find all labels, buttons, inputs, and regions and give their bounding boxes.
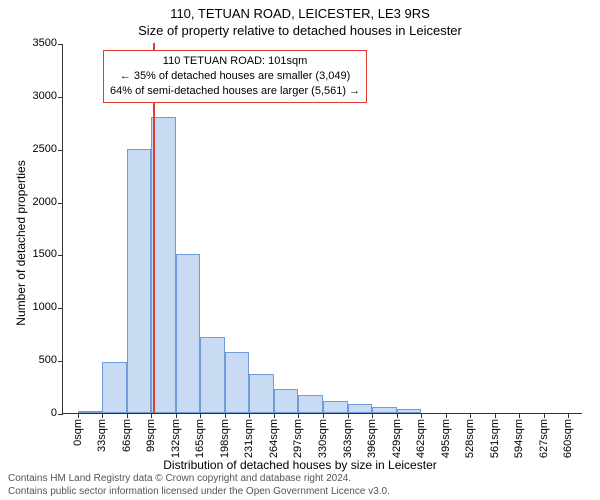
histogram-bar (323, 401, 348, 413)
x-tick-mark (470, 413, 471, 418)
y-tick-mark (58, 308, 63, 309)
x-tick-label: 165sqm (194, 419, 206, 458)
x-tick-mark (249, 413, 250, 418)
y-tick-mark (58, 150, 63, 151)
chart-container: 110, TETUAN ROAD, LEICESTER, LE3 9RS Siz… (0, 0, 600, 500)
x-tick-mark (348, 413, 349, 418)
x-axis-label: Distribution of detached houses by size … (0, 458, 600, 472)
x-tick-mark (421, 413, 422, 418)
histogram-bar (151, 117, 176, 413)
x-tick-mark (151, 413, 152, 418)
x-tick-mark (298, 413, 299, 418)
chart-title-block: 110, TETUAN ROAD, LEICESTER, LE3 9RS Siz… (0, 0, 600, 40)
x-tick-label: 231sqm (243, 419, 255, 458)
x-tick-label: 627sqm (538, 419, 550, 458)
x-tick-label: 297sqm (292, 419, 304, 458)
x-tick-label: 495sqm (440, 419, 452, 458)
x-tick-mark (225, 413, 226, 418)
x-tick-mark (274, 413, 275, 418)
x-tick-mark (176, 413, 177, 418)
histogram-bar (397, 409, 422, 413)
x-tick-mark (568, 413, 569, 418)
y-tick-label: 0 (51, 407, 57, 419)
chart-title-line2: Size of property relative to detached ho… (0, 23, 600, 40)
x-tick-label: 396sqm (366, 419, 378, 458)
x-tick-label: 66sqm (121, 419, 133, 452)
y-tick-label: 2500 (33, 143, 57, 155)
y-tick-label: 1000 (33, 301, 57, 313)
x-tick-mark (127, 413, 128, 418)
x-tick-label: 264sqm (268, 419, 280, 458)
y-axis-label-wrap: Number of detached properties (14, 78, 28, 243)
x-tick-label: 660sqm (562, 419, 574, 458)
x-tick-label: 462sqm (415, 419, 427, 458)
y-tick-mark (58, 361, 63, 362)
x-tick-label: 99sqm (145, 419, 157, 452)
x-tick-mark (446, 413, 447, 418)
histogram-bar (78, 411, 103, 413)
annotation-line-2: ← 35% of detached houses are smaller (3,… (110, 69, 360, 84)
histogram-bar (372, 407, 397, 413)
footer-line-1: Contains HM Land Registry data © Crown c… (8, 473, 390, 486)
footer-line-2: Contains public sector information licen… (8, 486, 390, 499)
x-tick-label: 330sqm (317, 419, 329, 458)
x-tick-label: 33sqm (96, 419, 108, 452)
x-tick-label: 363sqm (342, 419, 354, 458)
annotation-line-1: 110 TETUAN ROAD: 101sqm (110, 54, 360, 69)
histogram-bar (127, 149, 152, 413)
x-tick-label: 528sqm (464, 419, 476, 458)
histogram-bar (274, 389, 299, 413)
footer-attribution: Contains HM Land Registry data © Crown c… (8, 473, 390, 498)
y-tick-mark (58, 97, 63, 98)
plot-outer: 05001000150020002500300035000sqm33sqm66s… (62, 44, 582, 414)
annotation-box: 110 TETUAN ROAD: 101sqm ← 35% of detache… (103, 50, 367, 103)
x-tick-label: 429sqm (391, 419, 403, 458)
x-tick-mark (519, 413, 520, 418)
y-tick-mark (58, 255, 63, 256)
x-tick-mark (102, 413, 103, 418)
y-tick-mark (58, 414, 63, 415)
histogram-bar (176, 254, 201, 413)
y-tick-label: 3500 (33, 37, 57, 49)
histogram-bar (200, 337, 225, 413)
x-tick-mark (495, 413, 496, 418)
histogram-bar (225, 352, 250, 413)
x-tick-label: 594sqm (513, 419, 525, 458)
x-tick-mark (397, 413, 398, 418)
x-tick-label: 0sqm (72, 419, 84, 446)
x-tick-mark (200, 413, 201, 418)
y-tick-label: 500 (39, 354, 57, 366)
y-tick-label: 2000 (33, 196, 57, 208)
annotation-line-3: 64% of semi-detached houses are larger (… (110, 84, 360, 99)
histogram-bar (348, 404, 373, 414)
x-tick-label: 561sqm (489, 419, 501, 458)
x-tick-mark (544, 413, 545, 418)
chart-title-line1: 110, TETUAN ROAD, LEICESTER, LE3 9RS (0, 6, 600, 23)
histogram-bar (298, 395, 323, 413)
x-tick-mark (372, 413, 373, 418)
histogram-bar (102, 362, 127, 413)
y-axis-label: Number of detached properties (14, 160, 28, 325)
x-tick-mark (323, 413, 324, 418)
y-tick-label: 3000 (33, 90, 57, 102)
y-tick-mark (58, 203, 63, 204)
y-tick-mark (58, 44, 63, 45)
y-tick-label: 1500 (33, 248, 57, 260)
x-tick-label: 198sqm (219, 419, 231, 458)
x-tick-label: 132sqm (170, 419, 182, 458)
x-tick-mark (78, 413, 79, 418)
histogram-bar (249, 374, 274, 413)
